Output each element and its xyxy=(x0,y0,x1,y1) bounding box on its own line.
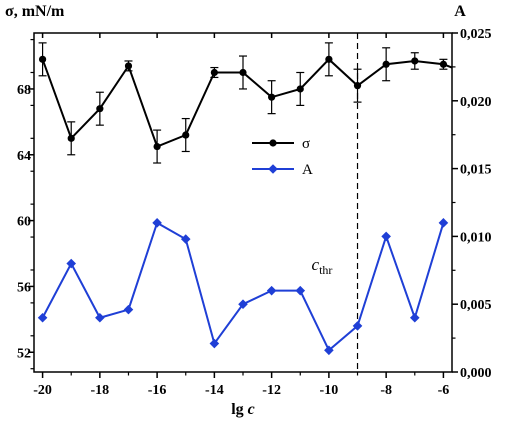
sigma-point xyxy=(210,68,218,77)
sigma-point xyxy=(96,105,104,113)
sigma-point xyxy=(325,55,333,63)
y-right-axis-title: A xyxy=(454,3,466,20)
sigma-point xyxy=(268,93,276,101)
sigma-point xyxy=(296,85,304,93)
x-tick-label: -8 xyxy=(380,383,392,398)
legend-marker-sigma xyxy=(269,139,277,147)
a-point xyxy=(180,234,191,244)
y-right-tick-label: 0,020 xyxy=(460,95,492,110)
x-axis-title-prefix: lg xyxy=(231,401,247,418)
a-point xyxy=(352,321,363,331)
y-right-tick-label: 0,005 xyxy=(460,298,492,313)
y-left-axis-title: σ, mN/m xyxy=(5,3,65,20)
y-left-tick-label: 64 xyxy=(17,149,31,164)
a-point xyxy=(152,218,162,228)
a-point xyxy=(381,231,391,242)
a-point xyxy=(409,312,420,323)
x-tick-label: -10 xyxy=(320,383,339,398)
legend-label-sigma: σ xyxy=(302,136,310,152)
a-point xyxy=(266,285,277,296)
y-left-tick-label: 68 xyxy=(17,83,31,98)
y-left-tick-label: 56 xyxy=(17,280,31,295)
sigma-point xyxy=(411,57,419,65)
a-point xyxy=(95,312,105,323)
sigma-point xyxy=(67,134,75,142)
sigma-point xyxy=(182,131,190,139)
x-tick-label: -12 xyxy=(262,383,281,398)
a-point xyxy=(66,258,77,269)
y-right-tick-label: 0,015 xyxy=(460,163,492,178)
x-axis-title-var: c xyxy=(248,401,255,418)
sigma-point xyxy=(38,55,47,63)
threshold-label-main: c xyxy=(312,255,320,274)
x-tick-label: -18 xyxy=(91,383,110,398)
x-tick-label: -16 xyxy=(148,383,167,398)
a-point xyxy=(209,338,220,349)
sigma-point xyxy=(153,142,161,151)
a-point xyxy=(324,345,334,356)
a-point xyxy=(438,218,449,228)
y-right-tick-label: 0,000 xyxy=(460,366,492,381)
y-left-tick-label: 60 xyxy=(17,215,31,230)
x-axis-title: lg c xyxy=(231,401,255,418)
sigma-point xyxy=(382,60,390,68)
y-left-tick-label: 52 xyxy=(17,346,31,361)
sigma-point xyxy=(439,60,448,68)
a-point xyxy=(123,304,134,315)
y-right-tick-label: 0,010 xyxy=(460,230,492,245)
legend-label-a: A xyxy=(302,162,313,178)
y-right-tick-label: 0,025 xyxy=(460,27,492,42)
threshold-label-sub: thr xyxy=(319,263,332,277)
plot-area: -20 -18 -16 -14 -12 -10 -8 -6 52 56 60 64 68 0,000 0,0… xyxy=(5,3,492,418)
sigma-point xyxy=(353,82,362,90)
a-point xyxy=(295,285,306,296)
threshold-label: cthr xyxy=(312,255,333,277)
legend-marker-a xyxy=(268,164,278,174)
x-tick-label: -14 xyxy=(205,383,224,398)
a-point xyxy=(37,312,48,323)
sigma-point xyxy=(239,68,247,77)
x-tick-label: -20 xyxy=(33,383,52,398)
x-tick-label: -6 xyxy=(438,383,450,398)
a-point xyxy=(238,299,248,309)
sigma-point xyxy=(124,62,133,70)
series-line-sigma xyxy=(41,57,453,148)
